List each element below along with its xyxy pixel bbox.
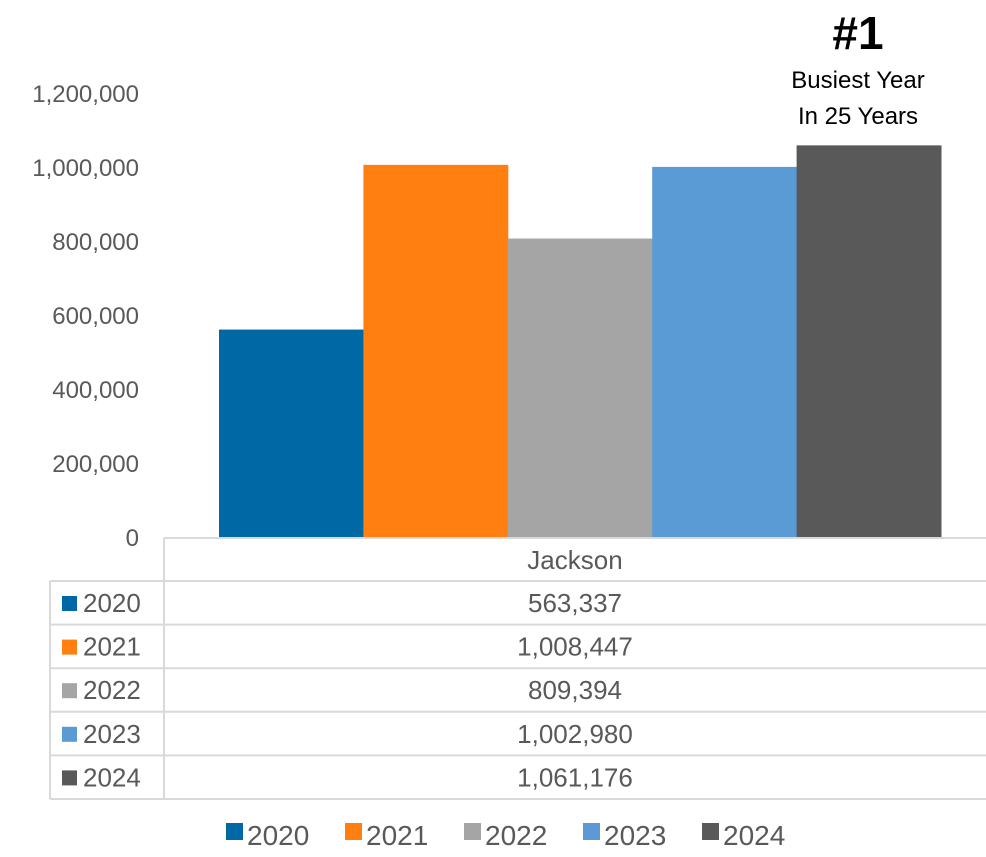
bar-2023	[652, 166, 798, 538]
legend-label: 2020	[247, 820, 309, 851]
table-key-swatch	[62, 726, 77, 742]
table-key-swatch	[62, 639, 77, 655]
bar-2021	[363, 164, 509, 538]
table-cell-value: 563,337	[528, 588, 622, 618]
table-row-label: 2023	[83, 719, 141, 749]
legend-swatch	[464, 823, 481, 840]
table-key-swatch	[62, 683, 77, 699]
bar-2020	[219, 329, 364, 538]
y-tick-label: 800,000	[52, 229, 139, 256]
table-row-label: 2021	[83, 632, 141, 662]
annotation-line-1: Busiest Year	[791, 67, 924, 94]
legend-swatch	[583, 823, 600, 840]
y-tick-label: 1,000,000	[32, 155, 139, 182]
legend-label: 2024	[723, 820, 785, 851]
table-header-category: Jackson	[527, 545, 622, 575]
y-tick-label: 400,000	[52, 377, 139, 404]
table-key-swatch	[62, 596, 77, 611]
table-cell-value: 1,002,980	[517, 719, 633, 749]
legend: 2020 2021 2022 2023 2024	[226, 820, 785, 851]
table-key-swatch	[62, 770, 77, 786]
annotation-line-2: In 25 Years	[798, 103, 918, 130]
annotation-rank: #1	[832, 7, 883, 59]
table-row-label: 2020	[83, 588, 141, 618]
legend-label: 2023	[604, 820, 666, 851]
legend-swatch	[226, 823, 243, 840]
bar-2024	[796, 145, 942, 539]
legend-swatch	[702, 823, 719, 840]
y-tick-label: 0	[126, 525, 139, 552]
y-tick-label: 200,000	[52, 451, 139, 478]
table-cell-value: 809,394	[528, 675, 622, 705]
y-tick-label: 600,000	[52, 303, 139, 330]
table-row-label: 2024	[83, 762, 141, 792]
table-cell-value: 1,061,176	[517, 762, 633, 792]
table-row-label: 2022	[83, 675, 141, 705]
legend-label: 2022	[485, 820, 547, 851]
bars	[219, 145, 942, 539]
y-tick-label: 1,200,000	[32, 81, 139, 108]
y-axis: 0 200,000 400,000 600,000 800,000 1,000,000 1,…	[32, 81, 139, 552]
legend-label: 2021	[366, 820, 428, 851]
data-table: Jackson 2020 563,337 2021 1,008,447 2022 809,3…	[49, 537, 986, 800]
table-cell-value: 1,008,447	[517, 632, 633, 662]
bar-2022	[507, 238, 653, 538]
legend-swatch	[345, 823, 362, 840]
